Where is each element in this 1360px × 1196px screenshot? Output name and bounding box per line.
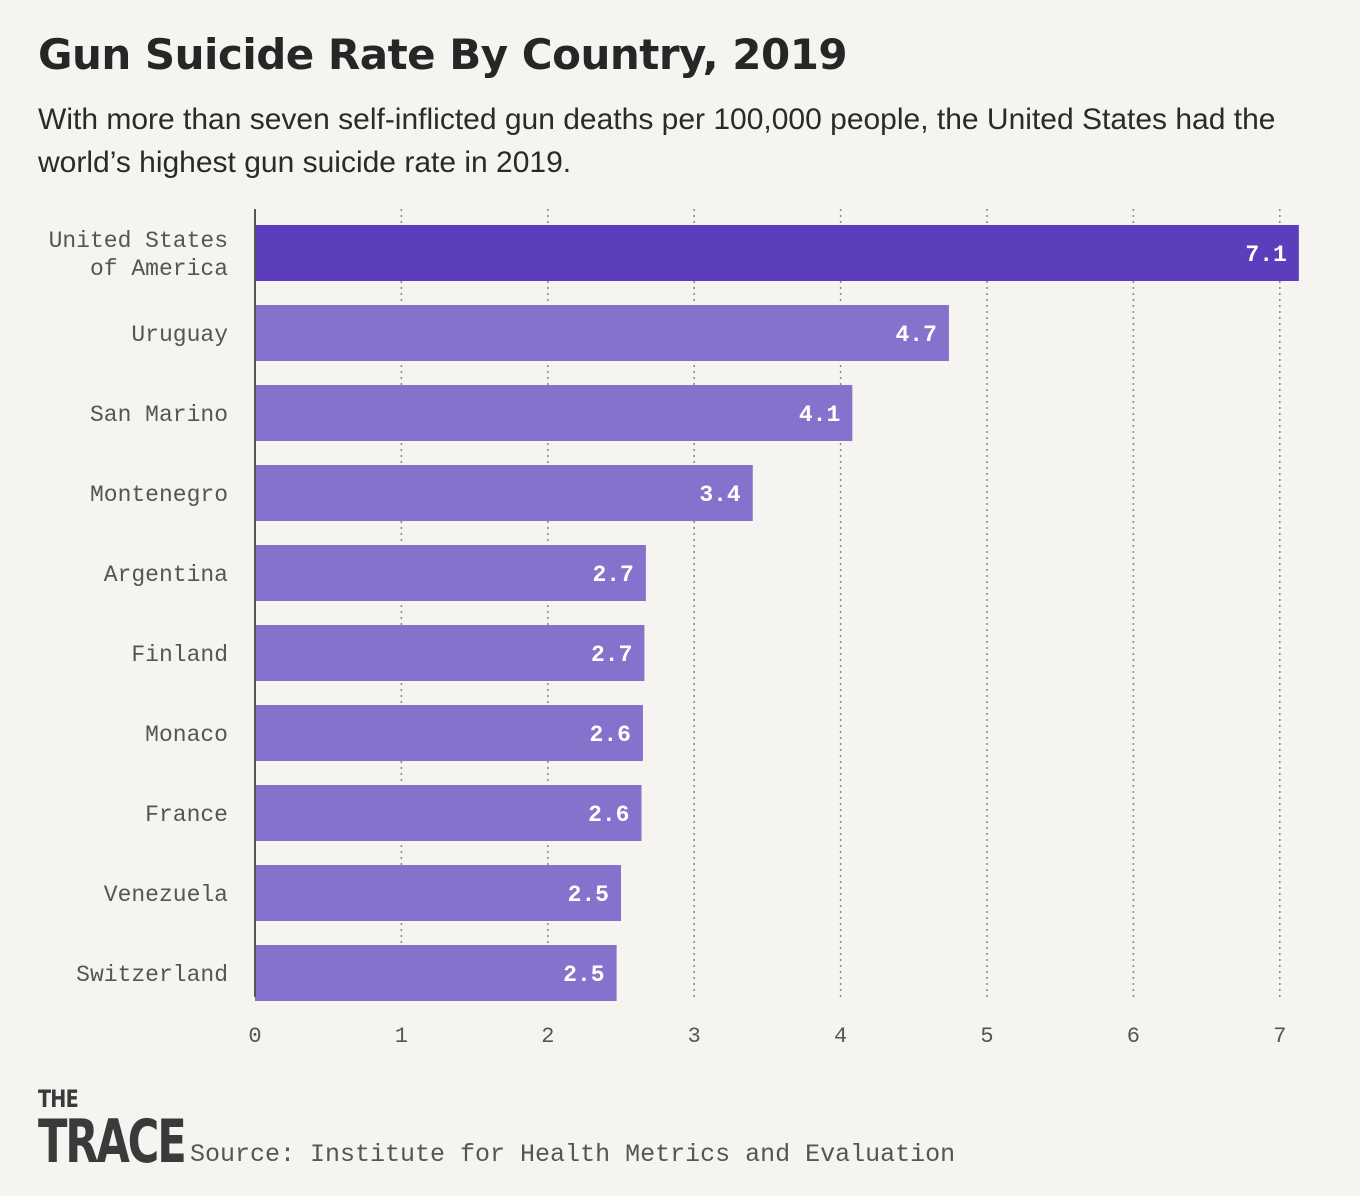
- value-label: 2.7: [591, 642, 632, 668]
- category-label: San Marino: [90, 402, 228, 428]
- x-tick-label: 4: [834, 1024, 847, 1049]
- value-label: 4.1: [799, 402, 840, 428]
- category-label: Montenegro: [90, 482, 228, 508]
- category-label: Finland: [131, 642, 228, 668]
- bar: [255, 385, 853, 441]
- x-tick-label: 2: [541, 1024, 554, 1049]
- value-label: 2.6: [590, 722, 631, 748]
- value-label: 2.5: [563, 962, 604, 988]
- source-note: Source: Institute for Health Metrics and…: [190, 1140, 956, 1169]
- chart-subtitle: With more than seven self-inflicted gun …: [38, 103, 1276, 179]
- the-trace-logo: THE TRACE: [38, 1086, 242, 1172]
- value-label: 2.5: [568, 882, 609, 908]
- category-label: Argentina: [104, 562, 228, 588]
- x-tick-label: 1: [395, 1024, 408, 1049]
- bar: [255, 465, 753, 521]
- value-label: 2.7: [592, 562, 633, 588]
- value-label: 4.7: [896, 322, 937, 348]
- category-label: France: [145, 802, 228, 828]
- bar: [255, 945, 617, 1001]
- value-label: 7.1: [1245, 242, 1286, 268]
- category-label: Uruguay: [131, 322, 228, 348]
- logo-line-trace: TRACE: [38, 1107, 187, 1177]
- x-tick-label: 0: [248, 1024, 261, 1049]
- x-tick-label: 5: [980, 1024, 993, 1049]
- bar: [255, 225, 1299, 281]
- bar-chart: 7.1 United States of America 4.7 Uruguay 4.1 S…: [49, 209, 1299, 1049]
- x-tick-label: 3: [688, 1024, 701, 1049]
- category-label: Venezuela: [104, 882, 228, 908]
- category-label: Switzerland: [76, 962, 228, 988]
- value-label: 3.4: [699, 482, 741, 508]
- value-label: 2.6: [588, 802, 629, 828]
- bar: [255, 305, 949, 361]
- bar: [255, 785, 642, 841]
- chart-title: Gun Suicide Rate By Country, 2019: [38, 30, 848, 79]
- category-label: Monaco: [145, 722, 228, 748]
- x-tick-label: 7: [1273, 1024, 1286, 1049]
- logo-line-the: THE: [38, 1085, 79, 1113]
- bar: [255, 865, 621, 921]
- x-tick-label: 6: [1127, 1024, 1140, 1049]
- bar: [255, 545, 646, 601]
- bar: [255, 705, 643, 761]
- category-label: United States of America: [49, 228, 229, 282]
- bar: [255, 625, 645, 681]
